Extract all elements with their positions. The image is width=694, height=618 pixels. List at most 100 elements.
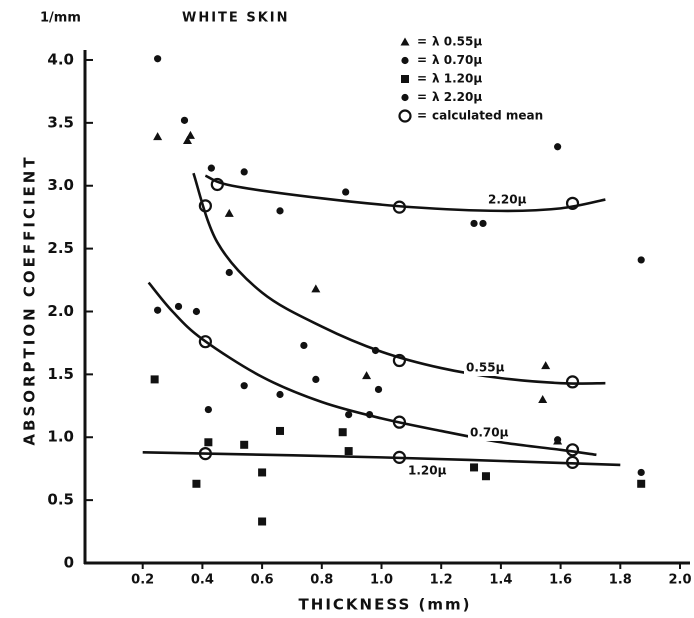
- data-point: [185, 130, 195, 139]
- x-axis-label: THICKNESS (mm): [299, 596, 472, 614]
- y-axis-label: ABSORPTION COEFFICIENT: [21, 154, 39, 445]
- x-tick-label: 1.2: [430, 573, 453, 588]
- legend-label: λ 2.20μ: [432, 90, 482, 104]
- curve-label-bg: [468, 425, 510, 441]
- legend-marker: [400, 37, 410, 46]
- x-tick-label: 1.4: [489, 573, 512, 588]
- y-tick-label: 2.0: [47, 302, 74, 320]
- data-point: [276, 390, 284, 399]
- data-point: [374, 385, 383, 394]
- data-point: [192, 479, 201, 488]
- y-tick-label: 2.5: [47, 239, 74, 257]
- y-unit: 1/mm: [40, 11, 81, 26]
- data-point: [240, 440, 249, 449]
- data-point: [538, 395, 548, 404]
- data-point: [392, 450, 407, 464]
- data-point: [198, 199, 212, 213]
- legend-label: λ 1.20μ: [432, 72, 482, 86]
- data-point: [342, 188, 350, 196]
- data-point: [637, 479, 646, 488]
- data-point: [300, 341, 308, 350]
- data-point: [198, 335, 212, 349]
- x-tick-label: 1.0: [370, 573, 393, 588]
- data-point: [276, 426, 285, 435]
- x-tick-label: 0.4: [191, 573, 214, 588]
- chart-title: WHITE SKIN: [182, 11, 289, 26]
- data-point: [365, 411, 374, 419]
- legend-marker: [398, 109, 412, 123]
- legend-equals: =: [417, 53, 427, 67]
- data-point: [174, 302, 183, 311]
- y-tick-label: 3.0: [47, 176, 74, 194]
- data-point: [637, 256, 645, 264]
- data-point: [204, 438, 213, 447]
- data-point: [312, 375, 320, 383]
- data-point: [565, 455, 580, 469]
- data-point: [392, 200, 407, 214]
- data-point: [207, 164, 215, 172]
- data-point: [554, 143, 562, 151]
- data-point: [392, 415, 407, 429]
- data-point: [554, 436, 562, 444]
- curve-label: 0.70μ: [470, 426, 509, 440]
- legend-label: λ 0.70μ: [432, 53, 482, 67]
- x-tick-label: 0.8: [310, 573, 333, 588]
- data-point: [210, 177, 224, 192]
- legend-marker: [401, 93, 409, 102]
- data-point: [345, 411, 353, 419]
- curve-label-bg: [486, 192, 528, 208]
- data-point: [470, 219, 478, 228]
- fit-curve: [204, 174, 606, 213]
- legend-equals: =: [417, 35, 427, 49]
- x-tick-label: 0.6: [251, 573, 274, 588]
- data-point: [371, 346, 380, 355]
- data-point: [565, 375, 580, 389]
- curve-label-bg: [464, 360, 506, 376]
- data-point: [240, 168, 248, 176]
- y-tick-label: 0: [64, 554, 74, 572]
- fit-curve: [147, 281, 597, 457]
- x-tick-label: 1.6: [549, 573, 572, 588]
- data-point: [258, 468, 267, 477]
- curve-label: 2.20μ: [488, 193, 527, 207]
- data-point: [182, 135, 192, 144]
- y-tick-label: 0.5: [47, 491, 74, 509]
- data-point: [637, 468, 645, 477]
- data-point: [198, 446, 212, 461]
- data-point: [204, 405, 212, 414]
- legend-equals: =: [417, 72, 427, 86]
- data-point: [470, 463, 479, 472]
- data-point: [258, 517, 267, 526]
- data-point: [192, 307, 201, 316]
- curve-label: 1.20μ: [408, 464, 447, 478]
- data-point: [225, 268, 233, 277]
- y-tick-label: 1.0: [47, 428, 74, 446]
- data-point: [240, 382, 248, 390]
- data-point: [565, 443, 580, 457]
- legend-marker: [401, 56, 409, 65]
- legend-label: calculated mean: [432, 109, 543, 123]
- curve-label: 0.55μ: [466, 361, 505, 375]
- y-tick-label: 4.0: [47, 50, 74, 68]
- data-point: [565, 196, 580, 210]
- x-tick-label: 1.8: [609, 573, 632, 588]
- data-point: [180, 116, 189, 124]
- data-point: [481, 472, 490, 481]
- data-point: [362, 371, 372, 380]
- legend-equals: =: [417, 109, 427, 123]
- data-point: [479, 219, 487, 228]
- data-point: [392, 353, 407, 368]
- y-tick-label: 1.5: [47, 365, 74, 383]
- data-point: [150, 375, 159, 384]
- data-point: [276, 207, 284, 215]
- curve-label-bg: [406, 463, 448, 479]
- data-point: [338, 428, 347, 437]
- x-tick-label: 2.0: [668, 573, 691, 588]
- legend-label: λ 0.55μ: [432, 35, 482, 49]
- data-point: [344, 447, 353, 456]
- x-tick-label: 0.2: [131, 573, 154, 588]
- data-point: [311, 284, 321, 293]
- legend-marker: [401, 75, 409, 83]
